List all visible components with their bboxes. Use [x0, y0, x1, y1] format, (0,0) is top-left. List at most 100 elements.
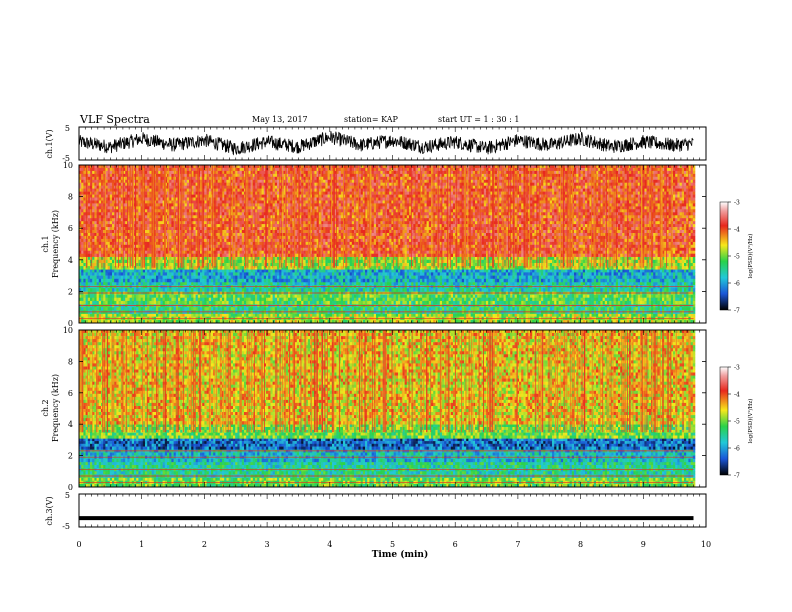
ch1-spectrogram-cell: [85, 307, 89, 311]
ch1-spectrogram-cell: [175, 256, 179, 261]
ch1-spectrogram-cell: [195, 313, 199, 317]
ch1-spectrogram-cell: [343, 272, 346, 276]
ch1-spectrogram-cell: [314, 297, 317, 302]
ch1-spectrogram-cell: [266, 307, 269, 311]
ch1-spectrogram-cell: [327, 269, 331, 273]
ch1-spectrogram-cell: [422, 307, 425, 311]
ch1-spectrogram-cell: [475, 297, 478, 302]
ch1-spectrogram-cell: [431, 297, 434, 302]
ch1-spectrogram-cell: [195, 275, 199, 280]
ch1-spectrogram-cell: [387, 288, 390, 292]
ch1-spectrogram-cell: [296, 288, 300, 292]
ch1-spectrogram-cell: [534, 275, 537, 280]
ch1-spectrogram-cell: [450, 281, 454, 286]
ch1-spectrogram-cell: [657, 272, 661, 276]
ch1-spectrogram-cell: [250, 297, 254, 302]
ch1-spectrogram-cell: [378, 281, 381, 286]
ch1-spectrogram-cell: [138, 278, 141, 283]
ch1-spectrogram-cell: [180, 275, 183, 280]
ch1-spectrogram-cell: [162, 281, 166, 286]
ch1-spectrogram-cell: [338, 307, 342, 311]
ch1-spectrogram-cell: [444, 275, 447, 280]
ch1-spectrogram-cell: [618, 313, 621, 317]
ch1-spectrogram-cell: [235, 269, 238, 273]
ch1-spectrogram-cell: [356, 294, 359, 299]
ch1-spectrogram-cell: [662, 300, 665, 305]
ch1-spectrogram-cell: [679, 269, 683, 273]
ch1-spectrogram-cell: [582, 300, 586, 305]
ch1-spectrogram-cell: [453, 300, 456, 305]
ch1-spectrogram-cell: [479, 313, 482, 317]
ch1-spectrogram-cell: [635, 275, 639, 280]
ch1-spectrogram-cell: [123, 319, 126, 324]
ch1-spectrogram-cell: [169, 288, 172, 292]
ch1-spectrogram-cell: [294, 269, 298, 273]
ch1-spectrogram-cell: [461, 281, 465, 286]
ch1-spectrogram-cell: [578, 313, 581, 317]
ch1-spectrogram-cell: [182, 281, 185, 286]
ch1-spectrogram-cell: [116, 281, 119, 286]
ch1-spectrogram-cell: [307, 269, 311, 273]
ch1-spectrogram-cell: [642, 275, 645, 280]
ch1-spectrogram-cell: [303, 269, 306, 273]
ch1-spectrogram-cell: [277, 288, 280, 292]
ch1-spectrogram-cell: [138, 275, 141, 280]
ch1-spectrogram-cell: [307, 275, 311, 280]
ch1-spectrogram-cell: [336, 275, 339, 280]
ch1-spectrogram-cell: [369, 278, 372, 283]
ch1-spectrogram-cell: [347, 300, 350, 305]
ch1-spectrogram-cell: [252, 307, 256, 311]
ch1-spectrogram-cell: [494, 272, 498, 276]
ch1-spectrogram-cell: [378, 278, 381, 283]
ch1-spectrogram-cell: [391, 275, 394, 280]
ch1-spectrogram-cell: [274, 294, 278, 299]
ch1-spectrogram-cell: [527, 319, 531, 324]
ch1-spectrogram-cell: [118, 269, 122, 273]
ch1-spectrogram-cell: [327, 275, 331, 280]
ch1-spectrogram-cell: [266, 256, 269, 261]
ch1-spectrogram-cell: [296, 278, 300, 283]
ch1-spectrogram-cell: [514, 288, 518, 292]
ch1-spectrogram-cell: [294, 307, 298, 311]
ch1-spectrogram-cell: [600, 294, 603, 299]
ch1-spectrogram-cell: [655, 281, 658, 286]
ch1-spectrogram-cell: [239, 269, 243, 273]
ch1-spectrogram-cell: [367, 269, 370, 273]
ch1-spectrogram-cell: [347, 256, 350, 261]
ch1-spectrogram-cell: [479, 269, 482, 273]
ch1-spectrogram-cell: [415, 319, 419, 324]
ch1-spectrogram-cell: [294, 297, 298, 302]
ch1-spectrogram-cell: [230, 281, 234, 286]
ch1-spectrogram-cell: [402, 281, 405, 286]
ch1-spectrogram-cell: [301, 313, 304, 317]
ch1-spectrogram-cell: [272, 281, 276, 286]
ch1-spectrogram-cell: [591, 294, 595, 299]
ch1-spectrogram-cell: [389, 269, 392, 273]
ch1-spectrogram-cell: [90, 275, 93, 280]
ch1-spectrogram-cell: [134, 297, 137, 302]
ch1-spectrogram-cell: [534, 307, 537, 311]
ch1-spectrogram-cell: [378, 319, 381, 324]
ch1-spectrogram-cell: [274, 300, 278, 305]
ch1-spectrogram-cell: [662, 288, 665, 292]
ch1-spectrogram-cell: [549, 272, 553, 276]
ch1-spectrogram-cell: [329, 256, 333, 261]
ch1-spectrogram-cell: [541, 294, 544, 299]
ch1-spectrogram-cell: [334, 281, 337, 286]
ch1-spectrogram-cell: [514, 307, 518, 311]
ch1-spectrogram-cell: [202, 300, 205, 305]
ch1-spectrogram-cell: [453, 313, 456, 317]
ch1-spectrogram-cell: [604, 297, 608, 302]
ch1-spectrogram-cell: [475, 307, 478, 311]
ch1-spectrogram-cell: [499, 278, 502, 283]
ch1-spectrogram-cell: [543, 297, 546, 302]
ch1-spectrogram-cell: [252, 256, 256, 261]
ch1-spectrogram-cell: [87, 313, 91, 317]
ch1-spectrogram-cell: [305, 297, 309, 302]
ch1-spectrogram-cell: [354, 275, 357, 280]
ch1-spectrogram-cell: [646, 272, 650, 276]
ch1-spectrogram-cell: [552, 256, 555, 261]
ch1-spectrogram-cell: [112, 300, 115, 305]
ch1-spectrogram-cell: [459, 288, 463, 292]
ch1-spectrogram-cell: [367, 288, 370, 292]
